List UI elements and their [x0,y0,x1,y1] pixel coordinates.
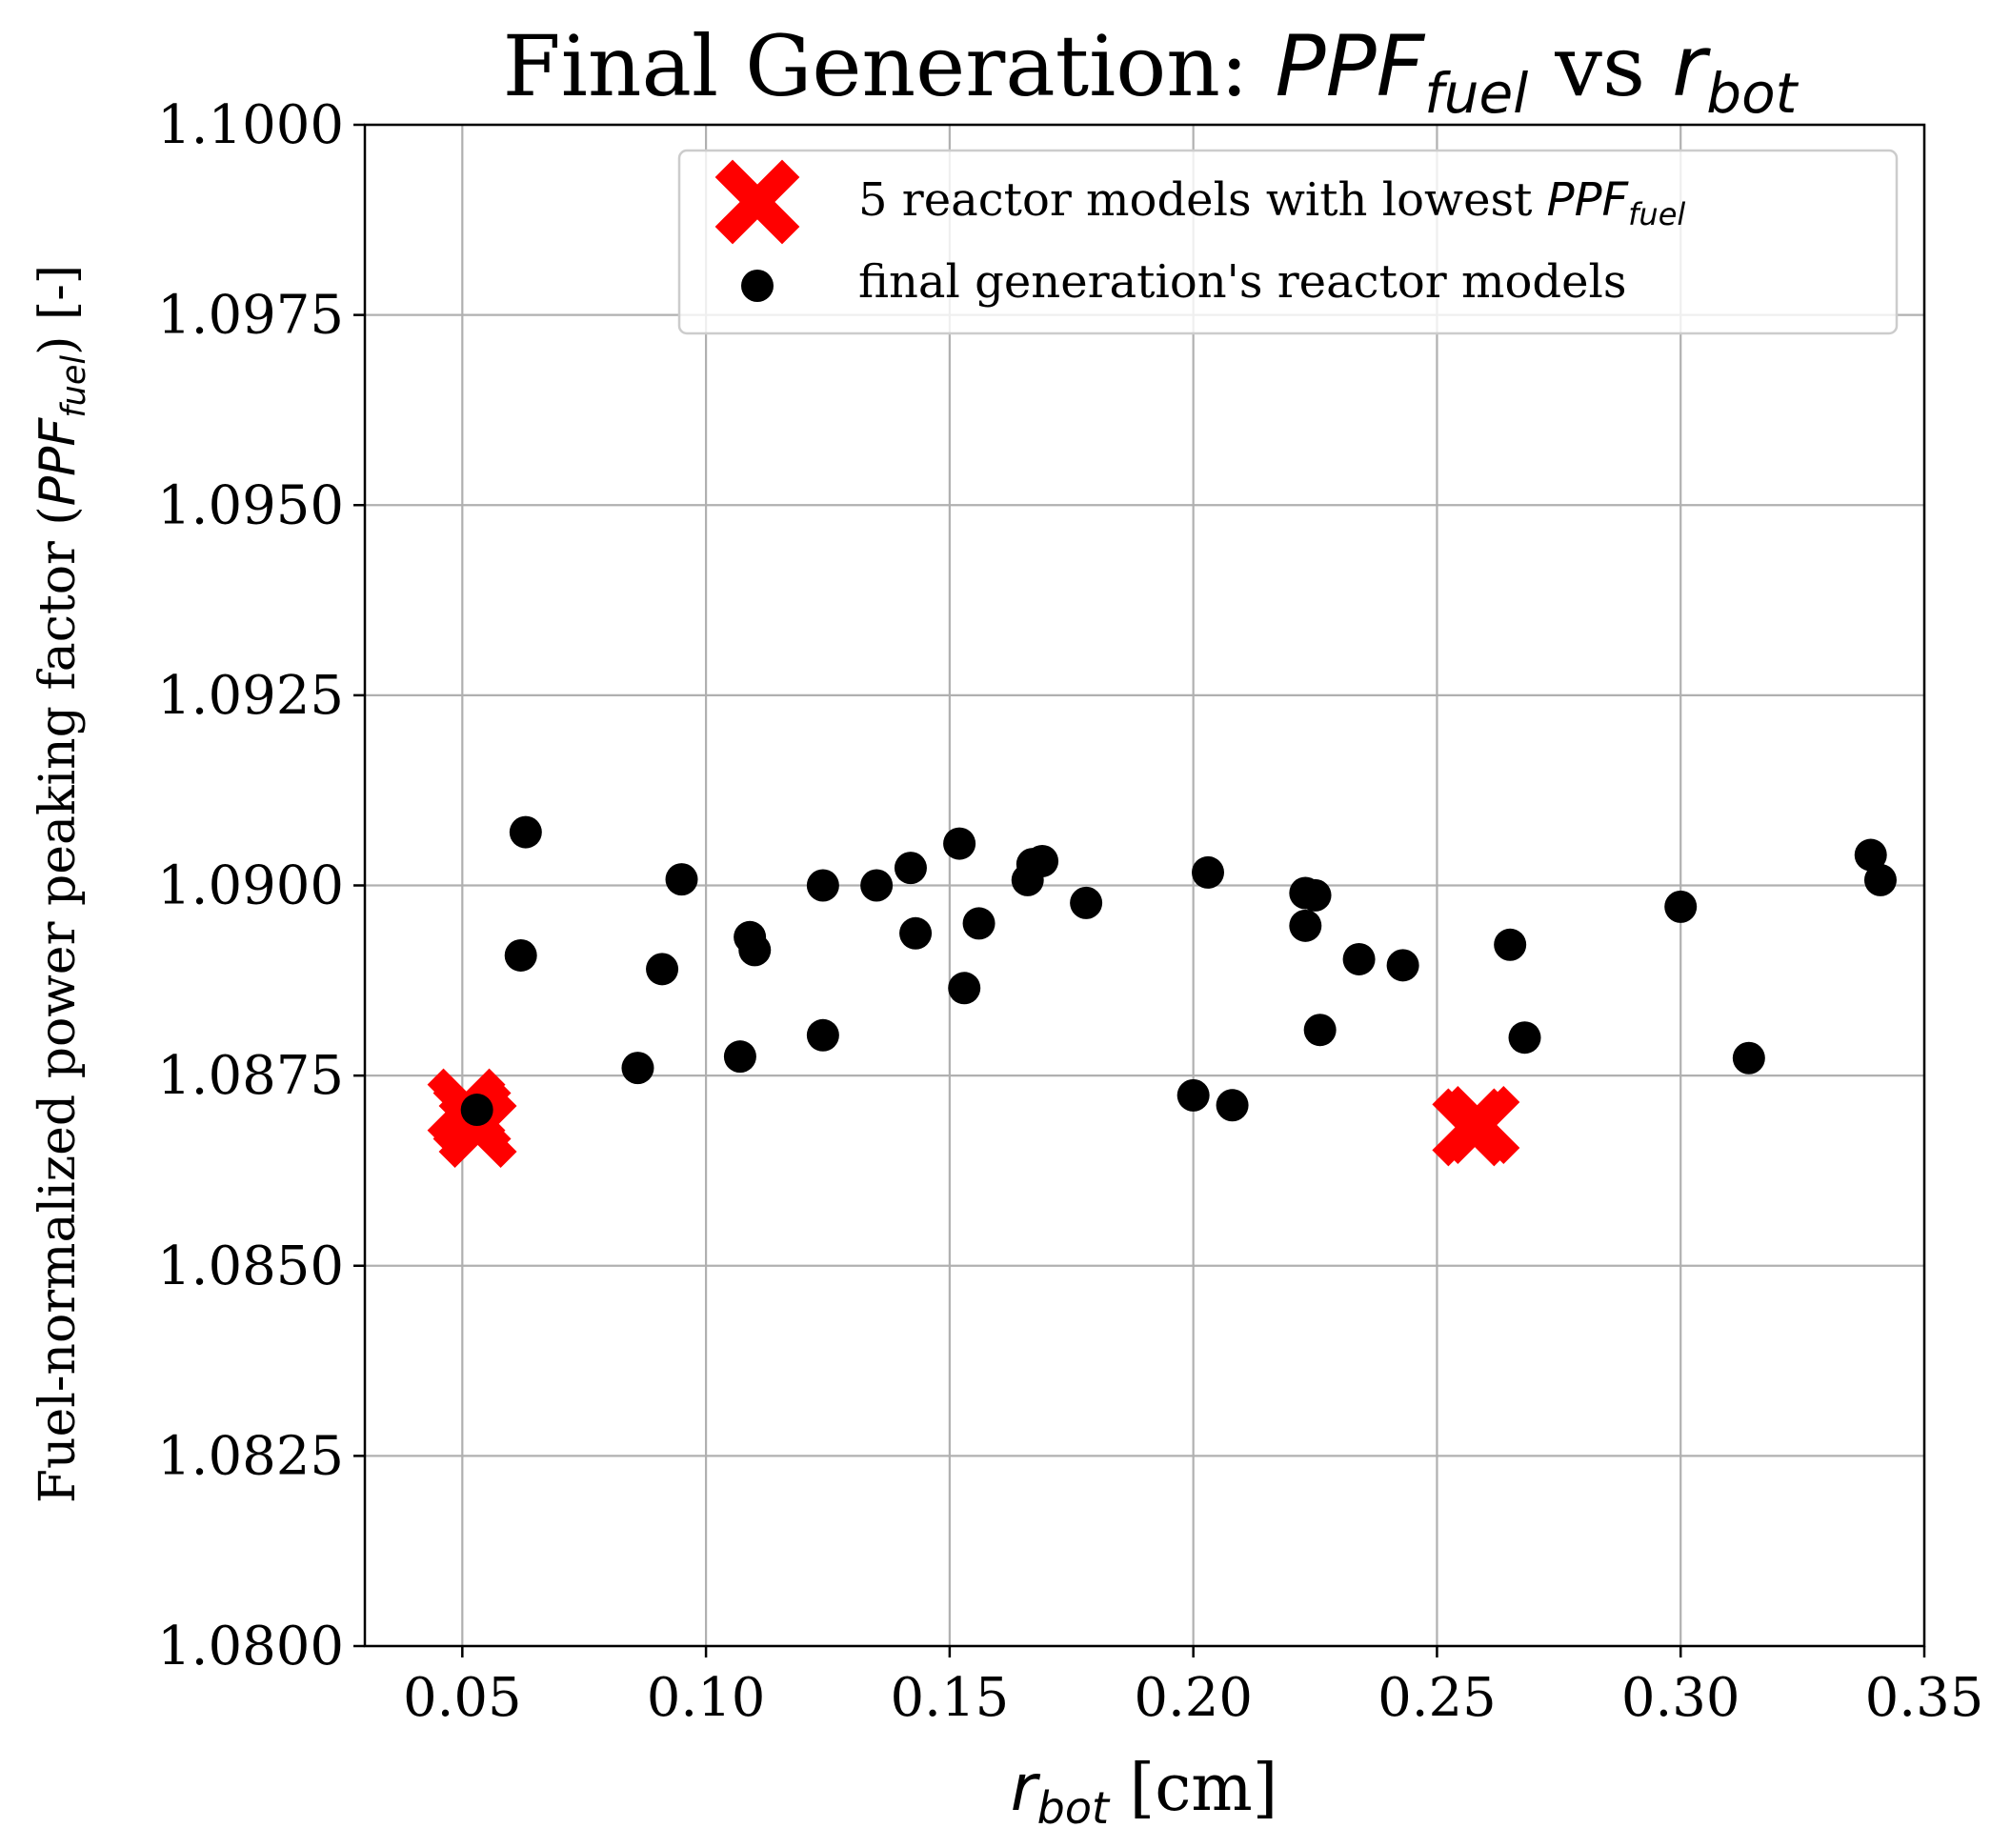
x-tick-label: 0.25 [1378,1667,1497,1729]
reactor-model-point [860,869,894,902]
reactor-model-point [1216,1089,1249,1122]
reactor-model-point [1508,1021,1541,1055]
reactor-model-point [1298,878,1332,912]
title-prefix: Final Generation: [503,17,1276,115]
reactor-model-point [1342,942,1376,975]
x-axis-ticks: 0.05 0.10 0.15 0.20 0.25 0.30 0.35 [403,1646,1983,1729]
reactor-model-point [1494,928,1527,961]
reactor-model-point [1303,1014,1337,1047]
data-points [427,815,1897,1169]
x-tick-label: 0.10 [647,1667,766,1729]
reactor-model-point [962,907,995,940]
reactor-model-point [509,815,542,849]
reactor-model-point [723,1040,756,1074]
reactor-model-point [943,827,976,860]
title-x-sub: bot [1706,61,1799,126]
legend-box [677,149,1899,335]
y-tick-label: 1.1000 [157,94,344,156]
x-tick-label: 0.35 [1865,1667,1984,1729]
chart-title: Final Generation: PPFfuel vs rbot [503,17,1800,126]
legend-label-final: final generation's reactor models [858,255,1626,309]
xlabel-symbol: r [1011,1751,1041,1826]
legend-label-lowest: 5 reactor models with lowest PPFfuel [858,173,1685,232]
ylabel-symbol: PPF [30,417,87,507]
reactor-model-point [1026,844,1059,877]
x-tick-label: 0.20 [1134,1667,1253,1729]
legend-lowest-symbol: PPF [1547,173,1630,227]
reactor-model-point [1192,855,1225,889]
legend: 5 reactor models with lowest PPFfuel fin… [677,149,1899,335]
legend-x-marker-icon [714,159,800,245]
xlabel-sub: bot [1037,1782,1111,1834]
legend-lowest-sub: fuel [1628,196,1685,232]
y-tick-label: 1.0925 [157,665,344,727]
x-axis-label: rbot [cm] [1011,1751,1278,1834]
reactor-model-point [738,934,772,967]
y-axis-label: Fuel-normalized power peaking factor (PP… [30,265,93,1503]
reactor-model-point [1070,886,1103,919]
x-tick-label: 0.05 [403,1667,522,1729]
legend-lowest-prefix: 5 reactor models with lowest [858,173,1547,227]
reactor-model-point [806,1018,839,1052]
reactor-model-point [806,869,839,902]
reactor-model-point [1386,949,1419,982]
reactor-model-point [504,938,537,972]
y-tick-label: 1.0875 [157,1045,344,1107]
reactor-model-point [1732,1041,1765,1075]
reactor-model-point [894,852,927,885]
reactor-model-point [1863,863,1897,896]
y-tick-label: 1.0825 [157,1425,344,1487]
xlabel-unit: [cm] [1109,1751,1277,1826]
x-tick-label: 0.30 [1621,1667,1740,1729]
ylabel-suffix: ) [-] [30,265,87,355]
x-tick-label: 0.15 [891,1667,1010,1729]
title-y-sub: fuel [1424,61,1528,126]
lowest-ppf-x-marker [1441,1086,1520,1164]
reactor-model-point [460,1094,493,1127]
y-tick-label: 1.0800 [157,1616,344,1677]
reactor-model-point [621,1052,654,1085]
y-tick-label: 1.0900 [157,855,344,917]
y-tick-label: 1.0850 [157,1235,344,1297]
reactor-model-point [948,972,981,1005]
title-x-symbol: r [1672,17,1711,115]
reactor-model-point [1176,1078,1210,1112]
reactor-model-point [1854,838,1887,872]
title-y-symbol: PPF [1276,17,1426,115]
reactor-model-point [1664,890,1698,923]
ylabel-sub: fuel [55,355,93,418]
y-tick-label: 1.0975 [157,285,344,347]
reactor-model-point [899,916,933,950]
ylabel-prefix: Fuel-normalized power peaking factor ( [30,506,87,1503]
y-tick-label: 1.0950 [157,474,344,536]
reactor-model-point [1289,909,1322,942]
legend-circle-marker-icon [741,270,774,302]
reactor-model-point [646,953,679,986]
reactor-model-point [665,863,698,896]
title-middle: vs [1528,17,1672,115]
y-axis-ticks: 1.0800 1.0825 1.0850 1.0875 1.0900 1.0925 1.09… [157,94,365,1677]
